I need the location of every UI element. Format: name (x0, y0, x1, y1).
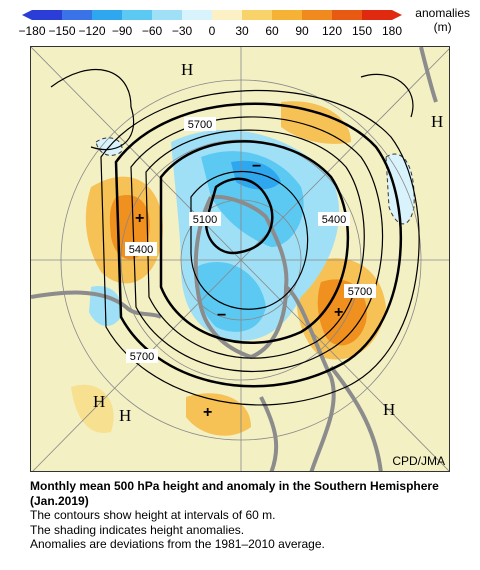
colorbar-cell (62, 10, 92, 20)
high-marker-left-1: H (93, 392, 105, 411)
plus-marker-bottom: + (203, 404, 212, 421)
colorbar-tick-label: 180 (381, 24, 403, 38)
colorbar-graphic (22, 10, 402, 20)
colorbar-cell (32, 10, 62, 20)
colorbar-tick-label: 0 (208, 24, 216, 38)
caption-line-2: The shading indicates height anomalies. (30, 522, 245, 537)
colorbar-tick-label: 30 (235, 24, 249, 38)
colorbar-tick-label: −150 (48, 24, 76, 38)
colorbar-cell (182, 10, 212, 20)
contour-label-5400-right: 5400 (318, 212, 350, 226)
colorbar-tick-label: −120 (78, 24, 106, 38)
caption-title: Monthly mean 500 hPa height and anomaly … (30, 479, 439, 508)
plus-marker-left: + (135, 210, 144, 227)
colorbar-cell (242, 10, 272, 20)
svg-text:5700: 5700 (188, 119, 212, 131)
high-marker-left-2: H (119, 406, 131, 425)
colorbar-unit: anomalies (m) (415, 6, 470, 34)
caption-line-3: Anomalies are deviations from the 1981–2… (30, 537, 325, 551)
colorbar-unit-title: anomalies (415, 6, 470, 20)
colorbar-cell (212, 10, 242, 20)
figure-caption: Monthly mean 500 hPa height and anomaly … (30, 479, 470, 552)
colorbar-left-arrow (22, 10, 32, 20)
caption-line-1: The contours show height at intervals of… (30, 508, 276, 522)
credit-label: CPD/JMA (392, 454, 445, 468)
high-marker-bottom-right: H (383, 400, 395, 419)
svg-text:5100: 5100 (193, 214, 217, 226)
anomaly-colorbar: −180 −150 −120 −90 −60 −30 0 30 60 90 120 150 180 an… (0, 0, 480, 44)
colorbar-tick-label: −180 (18, 24, 46, 38)
colorbar-right-arrow (392, 10, 402, 20)
colorbar-cell (272, 10, 302, 20)
colorbar-tick-label: −30 (171, 24, 193, 38)
colorbar-cell (302, 10, 332, 20)
svg-text:5700: 5700 (130, 351, 154, 363)
contour-label-5400-left: 5400 (125, 242, 157, 256)
svg-text:5400: 5400 (322, 214, 346, 226)
minus-marker-top: − (252, 158, 261, 175)
height-contours (50, 69, 420, 406)
colorbar-tick-label: 150 (351, 24, 373, 38)
high-markers: H H H H H (93, 60, 443, 425)
svg-text:5700: 5700 (348, 286, 372, 298)
colorbar-cell (332, 10, 362, 20)
colorbar-unit-value: (m) (433, 20, 452, 34)
plus-marker-right: + (334, 304, 343, 321)
colorbar-tick-label: 60 (265, 24, 279, 38)
contour-label-5700-top: 5700 (184, 117, 216, 131)
colorbar-tick-label: 90 (295, 24, 309, 38)
contour-label-5700-right: 5700 (344, 284, 376, 298)
polar-map: 5700 5100 5400 5400 5700 5700 (30, 46, 450, 472)
minus-marker-center: − (217, 307, 226, 324)
colorbar-tick-label: −90 (111, 24, 133, 38)
high-marker-right: H (431, 112, 443, 131)
colorbar-cell (122, 10, 152, 20)
colorbar-cell (92, 10, 122, 20)
contour-label-5100: 5100 (189, 212, 221, 226)
high-marker-top: H (181, 60, 193, 79)
colorbar-tick-label: 120 (321, 24, 343, 38)
contour-labels: 5700 5100 5400 5400 5700 5700 (125, 117, 376, 363)
contour-label-5700-bottom: 5700 (126, 349, 158, 363)
colorbar-cell (152, 10, 182, 20)
svg-text:5400: 5400 (129, 244, 153, 256)
map-graphic: 5700 5100 5400 5400 5700 5700 (31, 47, 449, 471)
anomaly-markers: + + + − − (135, 158, 343, 421)
colorbar-cell (362, 10, 392, 20)
colorbar-tick-label: −60 (141, 24, 163, 38)
